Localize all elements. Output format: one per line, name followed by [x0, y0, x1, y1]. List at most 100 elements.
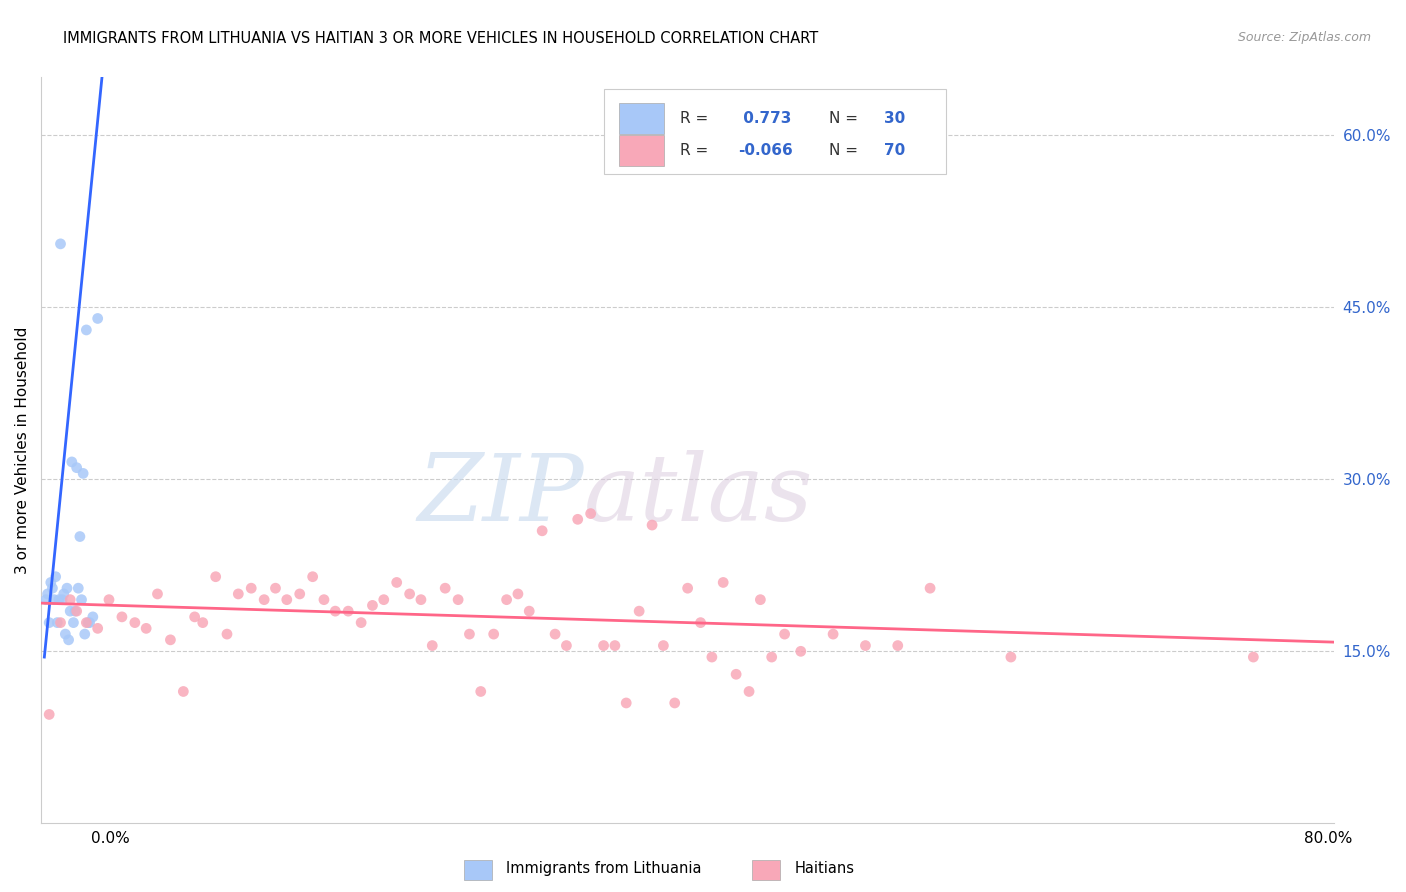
Bar — [619, 103, 665, 135]
Point — [37, 587, 59, 601]
Point — [49, 615, 72, 630]
Point — [53, 627, 76, 641]
Point — [1241, 650, 1264, 665]
Point — [823, 627, 845, 641]
Point — [323, 604, 346, 618]
Point — [38, 707, 60, 722]
Text: Source: ZipAtlas.com: Source: ZipAtlas.com — [1237, 31, 1371, 45]
Point — [204, 570, 226, 584]
Text: Immigrants from Lithuania: Immigrants from Lithuania — [506, 862, 702, 876]
Point — [664, 696, 686, 710]
Point — [689, 615, 711, 630]
Point — [409, 592, 432, 607]
Point — [592, 639, 614, 653]
Point — [79, 615, 101, 630]
Point — [159, 632, 181, 647]
Point — [56, 581, 79, 595]
Point — [226, 587, 249, 601]
Point — [579, 507, 602, 521]
Point — [98, 592, 121, 607]
Point — [73, 627, 96, 641]
Point — [124, 615, 146, 630]
Text: 0.773: 0.773 — [738, 112, 792, 126]
Text: R =: R = — [681, 112, 713, 126]
Text: ZIP: ZIP — [418, 450, 585, 541]
Point — [373, 592, 395, 607]
Point — [420, 639, 443, 653]
Point — [555, 639, 578, 653]
Point — [45, 570, 67, 584]
Point — [700, 650, 723, 665]
Point — [86, 621, 108, 635]
Bar — [464, 860, 492, 880]
Point — [614, 696, 637, 710]
Point — [652, 639, 675, 653]
Point — [641, 518, 664, 533]
Point — [385, 575, 408, 590]
Point — [69, 530, 91, 544]
Point — [146, 587, 169, 601]
Point — [191, 615, 214, 630]
Point — [398, 587, 420, 601]
Point — [48, 592, 70, 607]
Text: R =: R = — [681, 143, 713, 158]
Point — [470, 684, 492, 698]
Point — [72, 467, 94, 481]
Point — [434, 581, 457, 595]
Point — [75, 615, 97, 630]
Point — [183, 610, 205, 624]
Point — [920, 581, 942, 595]
Point — [676, 581, 699, 595]
Point — [59, 604, 82, 618]
Point — [66, 604, 89, 618]
Point — [135, 621, 157, 635]
Point — [1000, 650, 1022, 665]
Point — [46, 615, 69, 630]
Point — [711, 575, 734, 590]
Point — [67, 581, 90, 595]
Point — [855, 639, 877, 653]
Point — [38, 615, 60, 630]
Text: -0.066: -0.066 — [738, 143, 793, 158]
Text: IMMIGRANTS FROM LITHUANIA VS HAITIAN 3 OR MORE VEHICLES IN HOUSEHOLD CORRELATION: IMMIGRANTS FROM LITHUANIA VS HAITIAN 3 O… — [63, 31, 818, 46]
Point — [887, 639, 910, 653]
Point — [52, 587, 75, 601]
Point — [70, 592, 93, 607]
Point — [51, 592, 73, 607]
Point — [60, 455, 83, 469]
Point — [312, 592, 335, 607]
Point — [240, 581, 263, 595]
Text: 30: 30 — [884, 112, 905, 126]
Point — [59, 592, 82, 607]
Point — [215, 627, 238, 641]
Text: Haitians: Haitians — [794, 862, 855, 876]
Point — [82, 610, 104, 624]
FancyBboxPatch shape — [603, 88, 946, 175]
Point — [628, 604, 651, 618]
Bar — [619, 135, 665, 166]
Point — [517, 604, 540, 618]
Point — [447, 592, 470, 607]
Point — [506, 587, 529, 601]
Point — [350, 615, 373, 630]
Point — [603, 639, 626, 653]
Point — [39, 575, 62, 590]
Point — [458, 627, 481, 641]
Point — [361, 599, 384, 613]
Point — [58, 632, 80, 647]
Point — [337, 604, 360, 618]
Point — [738, 684, 761, 698]
Point — [41, 581, 63, 595]
Point — [35, 592, 58, 607]
Point — [75, 323, 97, 337]
Point — [49, 236, 72, 251]
Point — [276, 592, 298, 607]
Point — [63, 604, 86, 618]
Point — [790, 644, 813, 658]
Point — [482, 627, 505, 641]
Point — [761, 650, 783, 665]
Point — [495, 592, 517, 607]
Text: N =: N = — [828, 143, 862, 158]
Point — [531, 524, 554, 538]
Text: N =: N = — [828, 112, 862, 126]
